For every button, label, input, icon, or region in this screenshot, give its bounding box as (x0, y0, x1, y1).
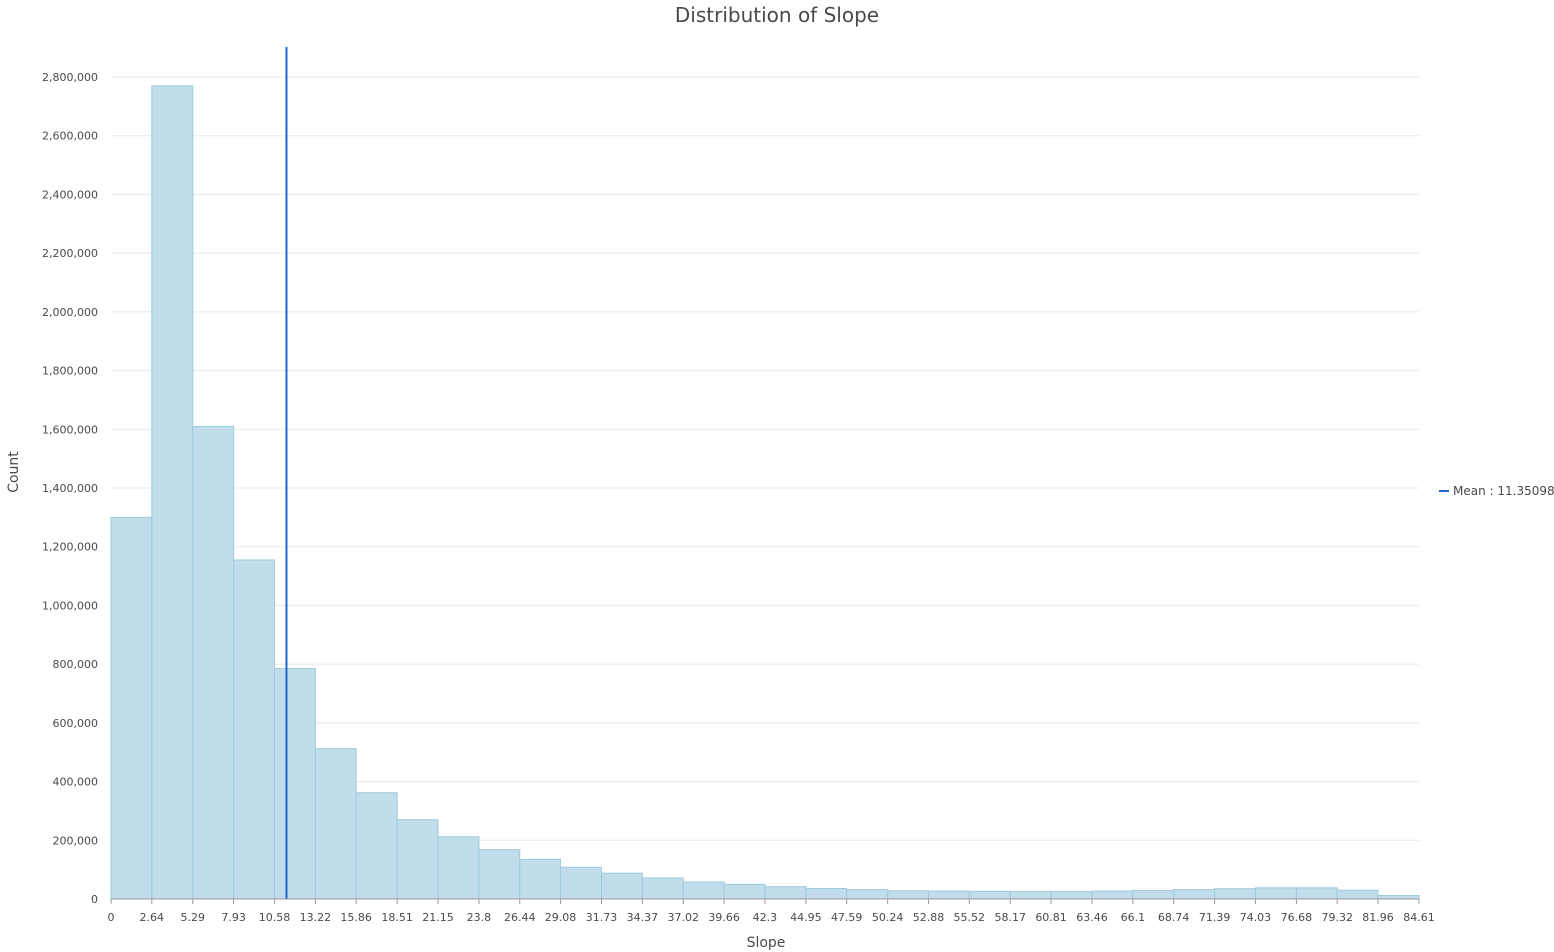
histogram-bar[interactable] (1173, 889, 1216, 900)
histogram-bar[interactable] (437, 836, 480, 900)
y-tick-label: 400,000 (53, 776, 99, 789)
histogram-bar[interactable] (110, 516, 153, 900)
histogram-bar[interactable] (1295, 887, 1338, 900)
y-tick-label: 0 (91, 893, 98, 906)
y-tick-label: 1,800,000 (42, 365, 98, 378)
y-tick-label: 1,400,000 (42, 482, 98, 495)
chart-title: Distribution of Slope (675, 3, 879, 27)
x-tick-label: 18.51 (381, 911, 413, 924)
x-tick-label: 66.1 (1121, 911, 1146, 924)
histogram-bar[interactable] (968, 890, 1011, 900)
histogram-bar[interactable] (641, 877, 684, 900)
y-tick-label: 2,800,000 (42, 71, 98, 84)
y-tick-label: 600,000 (53, 717, 99, 730)
histogram-bar[interactable] (764, 886, 807, 900)
x-tick-label: 5.29 (181, 911, 206, 924)
y-tick-label: 800,000 (53, 658, 99, 671)
x-tick-label: 2.64 (140, 911, 165, 924)
histogram-bar[interactable] (601, 872, 643, 900)
histogram-bar[interactable] (846, 889, 889, 900)
histogram-bar[interactable] (314, 748, 357, 900)
x-tick-label: 23.8 (467, 911, 492, 924)
x-tick-label: 84.61 (1403, 911, 1435, 924)
histogram-bar[interactable] (1254, 887, 1297, 900)
histogram-bar[interactable] (396, 819, 439, 900)
x-tick-label: 29.08 (545, 911, 577, 924)
x-tick-label: 71.39 (1199, 911, 1231, 924)
histogram-bar[interactable] (1091, 890, 1134, 900)
y-tick-label: 200,000 (53, 834, 99, 847)
histogram-bar[interactable] (1132, 889, 1175, 900)
histogram-bar[interactable] (1050, 891, 1093, 900)
histogram-bar[interactable] (151, 85, 194, 900)
x-axis-title: Slope (747, 935, 786, 951)
histogram-bar[interactable] (233, 559, 276, 900)
x-tick-label: 15.86 (340, 911, 372, 924)
x-tick-label: 44.95 (790, 911, 822, 924)
y-tick-label: 1,200,000 (42, 541, 98, 554)
histogram-bar[interactable] (192, 425, 235, 900)
x-tick-label: 63.46 (1076, 911, 1108, 924)
x-tick-label: 47.59 (831, 911, 863, 924)
histogram-bar[interactable] (1377, 894, 1420, 900)
x-tick-label: 50.24 (872, 911, 904, 924)
x-tick-label: 76.68 (1281, 911, 1313, 924)
histogram-bar[interactable] (478, 849, 521, 900)
y-tick-labels: 0 200,000 400,000 600,000 800,000 1,000,000 1,… (42, 71, 98, 906)
x-tick-label: 0 (108, 911, 115, 924)
bars (110, 85, 1420, 900)
x-tick-label: 26.44 (504, 911, 536, 924)
x-tick-label: 13.22 (300, 911, 332, 924)
x-tick-label: 79.32 (1321, 911, 1353, 924)
histogram-bar[interactable] (519, 858, 562, 900)
x-tick-label: 7.93 (221, 911, 246, 924)
histogram-bar[interactable] (682, 881, 725, 900)
y-axis-title: Count (6, 451, 22, 493)
x-tick-label: 31.73 (586, 911, 618, 924)
x-tick-label: 37.02 (668, 911, 700, 924)
x-tick-label: 39.66 (708, 911, 740, 924)
x-tick-label: 55.52 (954, 911, 986, 924)
x-tick-label: 52.88 (913, 911, 945, 924)
legend[interactable]: Mean : 11.35098 (1439, 484, 1554, 498)
x-tick-label: 42.3 (753, 911, 778, 924)
y-tick-label: 2,200,000 (42, 247, 98, 260)
x-tick-label: 10.58 (259, 911, 291, 924)
histogram-bar[interactable] (1336, 889, 1379, 900)
legend-mean-label: Mean : 11.35098 (1453, 484, 1554, 498)
y-tick-label: 1,600,000 (42, 423, 98, 436)
x-tick-label: 58.17 (995, 911, 1027, 924)
histogram-bar[interactable] (1214, 888, 1256, 900)
histogram-bar[interactable] (927, 890, 970, 900)
x-tick-label: 34.37 (627, 911, 659, 924)
histogram-bar[interactable] (560, 866, 603, 900)
y-tick-label: 1,000,000 (42, 599, 98, 612)
histogram-bar[interactable] (1009, 891, 1052, 900)
y-tick-label: 2,400,000 (42, 188, 98, 201)
histogram-bar[interactable] (723, 883, 766, 900)
histogram-bar[interactable] (887, 890, 929, 900)
grid-lines (111, 76, 1419, 841)
x-tick-label: 21.15 (422, 911, 454, 924)
y-tick-label: 2,000,000 (42, 306, 98, 319)
histogram-bar[interactable] (355, 792, 398, 900)
histogram-bar[interactable] (274, 668, 316, 900)
x-tick-label: 74.03 (1240, 911, 1272, 924)
y-tick-label: 2,600,000 (42, 130, 98, 143)
x-tick-label: 68.74 (1158, 911, 1190, 924)
histogram-bar[interactable] (805, 887, 848, 900)
x-tick-label: 60.81 (1035, 911, 1067, 924)
x-tick-label: 81.96 (1362, 911, 1394, 924)
x-tick-labels: 0 2.64 5.29 7.93 10.58 13.22 15.86 18.51 21.15 23… (108, 899, 1435, 924)
